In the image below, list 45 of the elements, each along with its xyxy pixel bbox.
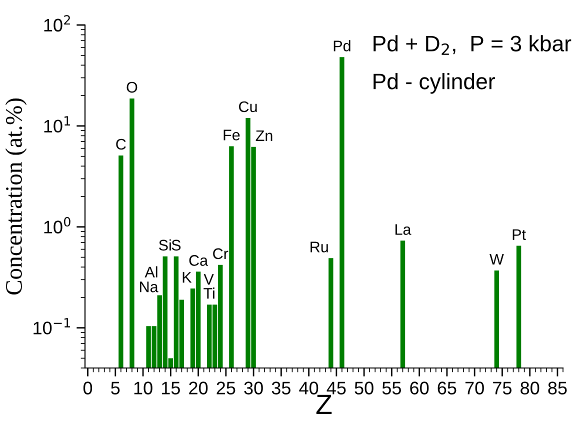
- annotation: Ca: [189, 255, 208, 266]
- y-tick-label: 10$^{1}$: [44, 116, 70, 133]
- annotation: C: [116, 138, 126, 150]
- x-tick-label: 75: [493, 382, 512, 394]
- annotation: S: [172, 240, 181, 251]
- y-axis-title: Concentration (at.%): [5, 98, 27, 295]
- x-tick-label: 5: [111, 382, 120, 394]
- x-tick-label: 50: [354, 382, 374, 394]
- x-tick-label: 25: [216, 382, 236, 394]
- annotation: V: [204, 274, 214, 285]
- x-tick-label: 40: [299, 382, 318, 394]
- annotation: Cu: [239, 101, 257, 112]
- x-axis-title: Z: [316, 394, 332, 414]
- y-tick-label: 10$^{−1}$: [34, 318, 70, 334]
- annotation: Pd - cylinder: [374, 73, 495, 94]
- annotation: Pt: [512, 229, 526, 240]
- x-tick-label: 20: [189, 382, 208, 394]
- annotation: Cr: [213, 248, 228, 260]
- x-tick-label: 70: [465, 382, 484, 394]
- x-tick-label: 15: [162, 382, 180, 394]
- x-tick-label: 55: [382, 382, 401, 394]
- annotation: O: [126, 82, 138, 93]
- annotation: Si: [159, 239, 171, 251]
- x-tick-label: 0: [83, 382, 92, 394]
- x-tick-label: 35: [272, 382, 290, 394]
- annotation: Pd: [334, 40, 350, 52]
- x-tick-label: 10: [134, 382, 152, 394]
- y-tick-label: 10$^{2}$: [44, 15, 70, 32]
- annotation: Pd + D$_{2}$, P = 3 kbar: [374, 35, 572, 55]
- x-tick-label: 85: [548, 382, 567, 394]
- annotation: Ti: [204, 288, 214, 299]
- annotation: Al: [144, 266, 158, 278]
- x-tick-label: 45: [326, 382, 346, 394]
- x-tick-label: 65: [438, 382, 456, 394]
- annotation: Fe: [224, 130, 240, 140]
- annotation: K: [182, 272, 192, 283]
- y-tick-label: 10$^{0}$: [44, 217, 70, 234]
- annotation: Na: [140, 282, 158, 292]
- x-tick-label: 80: [520, 382, 540, 394]
- annotation: Ru: [310, 242, 328, 252]
- annotation: Zn: [256, 130, 272, 141]
- x-tick-label: 60: [410, 382, 429, 394]
- annotation: La: [396, 224, 412, 235]
- annotation: W: [490, 254, 504, 265]
- x-tick-label: 30: [244, 382, 263, 394]
